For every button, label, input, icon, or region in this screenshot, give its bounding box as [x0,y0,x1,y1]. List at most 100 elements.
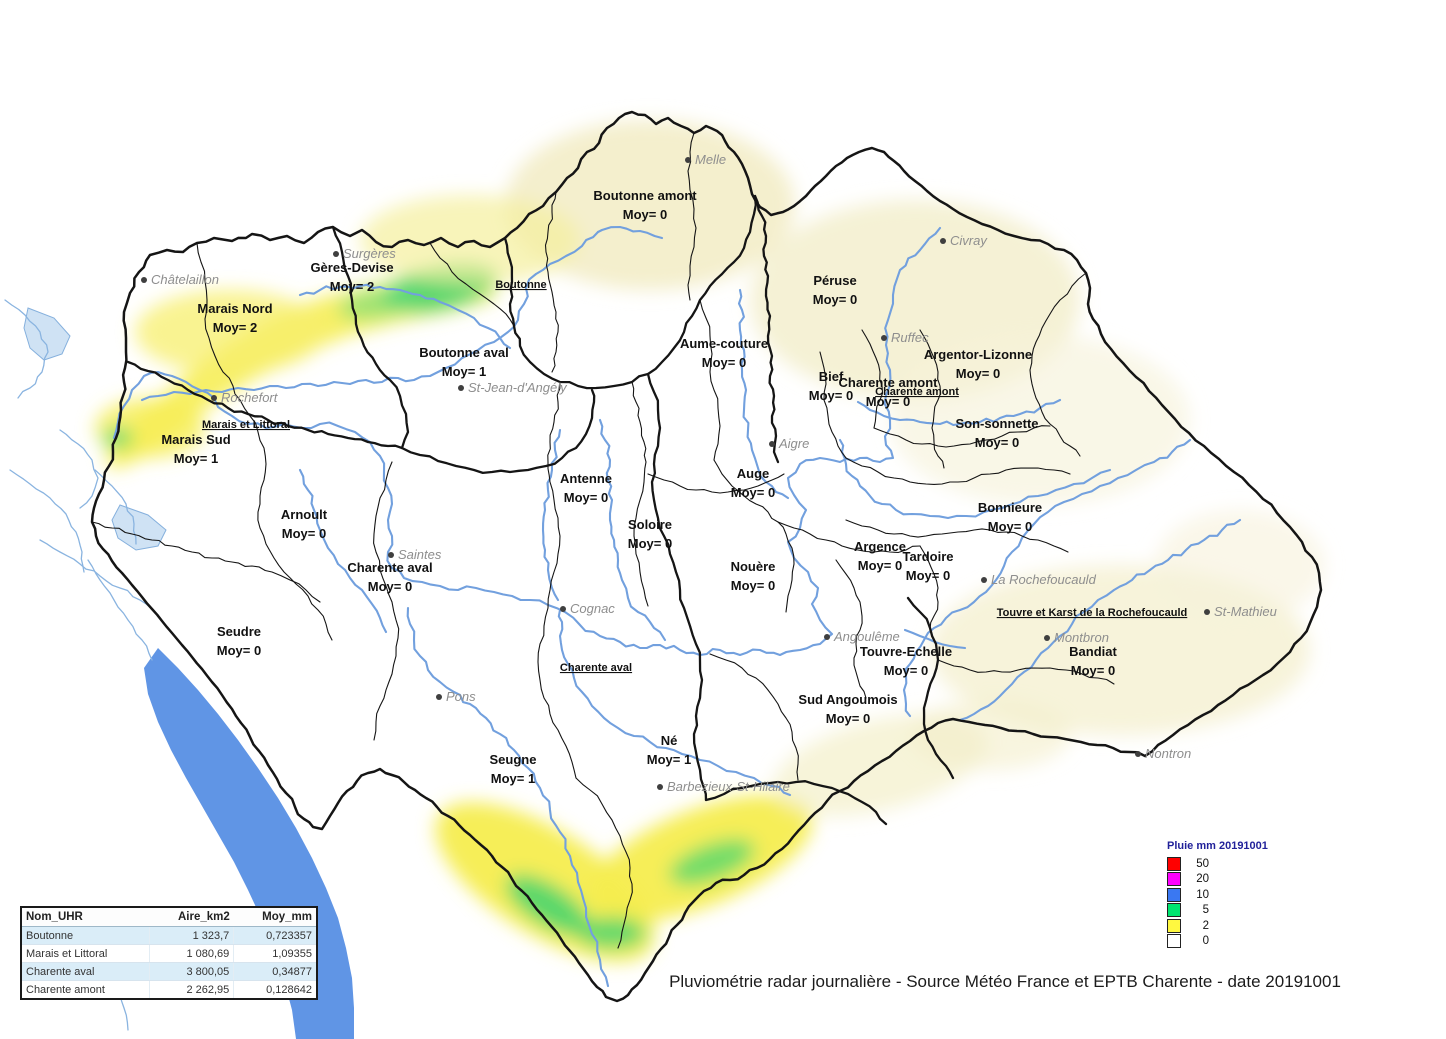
rivers [112,225,1242,988]
subbasin-boundary-line [919,329,945,469]
city-label: Montbron [1054,630,1109,645]
region-moy-value: Moy= 0 [1071,663,1115,678]
region-label: Nouère [731,559,776,574]
legend-title: Pluie mm 20191001 [1167,840,1268,852]
city-label: Civray [950,233,988,248]
region-moy-value: Moy= 1 [442,364,486,379]
city-label: Surgères [343,246,396,261]
subbasin-boundary-line [631,381,649,607]
region-moy-value: Moy= 1 [491,771,535,786]
subbasin-boundary-line [196,242,241,401]
region-label: Boutonne amont [593,188,697,203]
table-cell: Charente aval [21,962,150,981]
region-moy-value: Moy= 0 [282,526,326,541]
uhr-boundary-line [503,194,757,390]
city-label: Saintes [398,547,442,562]
table-cell: 1 323,7 [148,926,234,945]
river-line [541,428,562,602]
region-label: Boutonne aval [419,345,509,360]
uhr-group-label: Touvre et Karst de la Rochefoucauld [997,607,1188,619]
region-label: Soloire [628,517,672,532]
table-row: Charente aval 3 800,05 0,34877 [21,962,317,981]
uhr-group-label: Charente aval [560,662,632,674]
coast-line [94,469,137,545]
table-cell: Boutonne [21,926,150,945]
subbasin-boundary-line [1029,272,1087,457]
coastline-streams [4,299,153,1031]
subbasin-boundaries [91,132,1115,949]
region-label: Sud Angoumois [798,692,897,707]
coast-line [87,559,153,661]
table-cell: 3 800,05 [148,962,234,981]
city-dot [141,277,147,283]
region-moy-value: Moy= 0 [731,578,775,593]
legend-entry: 50 [1167,856,1268,872]
region-label: Bief [819,369,844,384]
legend-value: 5 [1202,904,1209,917]
subbasin-boundary-line [91,521,321,603]
region-moy-value: Moy= 0 [702,355,746,370]
city-dot [981,577,987,583]
city-dot [881,335,887,341]
coast-line [4,299,49,399]
basin-outer-boundary [90,110,1323,1003]
city-dot [1204,609,1210,615]
subbasin-boundary-line [575,777,633,949]
region-label: Seudre [217,624,261,639]
region-moy-value: Moy= 0 [628,536,672,551]
legend-entry: 10 [1167,887,1268,903]
region-moy-value: Moy= 0 [826,711,870,726]
region-moy-value: Moy= 0 [975,435,1019,450]
basin-outline [90,110,1323,1003]
region-label: Bandiat [1069,644,1117,659]
city-dot [333,251,339,257]
region-moy-value: Moy= 1 [647,752,691,767]
city-label: Nontron [1145,746,1191,761]
uhr-group-label: Boutonne [495,279,546,291]
city-label: St-Jean-d'Angély [468,380,568,395]
table-cell: 2 262,95 [148,980,234,1000]
region-moy-value: Moy= 0 [564,490,608,505]
subbasin-boundary-line [373,461,400,741]
city-dot [211,395,217,401]
subbasin-boundary-line [861,329,884,429]
uhr-boundary-line [331,225,410,450]
city-dot [824,634,830,640]
river-line [112,226,942,657]
subbasin-boundary-line [547,381,561,609]
region-label: Touvre-Echelle [860,644,952,659]
table-cell: 0,723357 [233,926,317,945]
subbasin-boundary-line [777,521,921,554]
region-moy-value: Moy= 0 [988,519,1032,534]
region-label: Marais Sud [161,432,230,447]
table-cell: 0,128642 [233,980,317,1000]
map-caption: Pluviométrie radar journalière - Source … [669,972,1341,991]
city-label: Cognac [570,601,615,616]
city-dot [769,441,775,447]
region-moy-value: Moy= 0 [813,292,857,307]
region-moy-value: Moy= 0 [866,394,910,409]
uhr-boundary-line [646,372,708,802]
river-line [856,398,1062,427]
table-header-cell: Nom_UHR [21,907,150,927]
subbasin-boundary-line [699,299,721,461]
legend-entry: 2 [1167,918,1268,934]
region-label: Arnoult [281,507,328,522]
river-line [557,608,792,797]
table-cell: Charente amont [21,980,150,1000]
legend-entry: 20 [1167,872,1268,888]
region-label: Seugne [490,752,537,767]
river-line [838,438,1112,520]
uhr-boundary-line [906,596,955,780]
city-label: Melle [695,152,726,167]
table-header-cell: Aire_km2 [149,907,234,927]
marsh-inlet [111,504,167,551]
uhr-group-label: Marais et Littoral [202,419,290,431]
river-line [596,225,664,240]
region-label: Né [661,733,678,748]
river-line [958,518,1242,722]
table-cell: 1,09355 [233,944,317,963]
table-row: Charente amont 2 262,95 0,128642 [21,980,317,1000]
table-row: Marais et Littoral 1 080,69 1,09355 [21,944,317,963]
table-row: Boutonne 1 323,7 0,723357 [21,926,317,945]
